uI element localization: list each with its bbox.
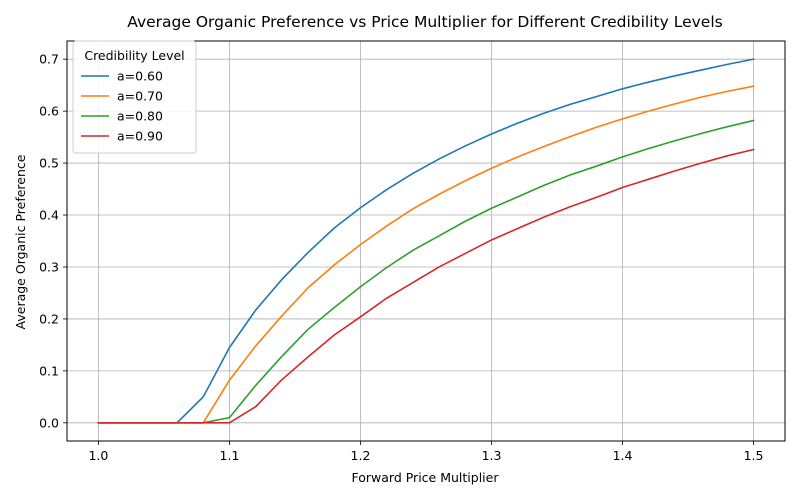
legend-items: a=0.60 a=0.70 a=0.80 a=0.90 (81, 69, 163, 144)
chart-title: Average Organic Preference vs Price Mult… (127, 13, 722, 31)
x-tick-label: 1.1 (220, 448, 240, 463)
x-axis-ticks: 1.0 1.1 1.2 1.3 1.4 1.5 (88, 441, 764, 463)
x-tick-label: 1.0 (88, 448, 108, 463)
legend-label: a=0.80 (117, 109, 163, 124)
x-axis-label: Forward Price Multiplier (352, 470, 500, 485)
y-tick-label: 0.1 (39, 363, 59, 378)
x-tick-label: 1.3 (482, 448, 502, 463)
x-tick-label: 1.4 (613, 448, 633, 463)
series-line-a=0.90 (97, 148, 755, 424)
y-tick-label: 0.2 (39, 311, 59, 326)
legend-box (72, 40, 197, 154)
grid (67, 41, 785, 441)
legend-label: a=0.60 (117, 69, 163, 84)
legend: Credibility Level a=0.60a=0.70a=0.80a=0.… (72, 40, 197, 154)
series-line-a=0.80 (97, 119, 755, 424)
legend-label: a=0.90 (117, 129, 163, 144)
y-tick-label: 0.7 (39, 52, 59, 67)
y-tick-label: 0.5 (39, 156, 59, 171)
y-axis-ticks: 0.0 0.1 0.2 0.3 0.4 0.5 0.6 0.7 (39, 52, 67, 430)
legend-title: Credibility Level (84, 48, 184, 63)
x-tick-label: 1.2 (351, 448, 371, 463)
y-tick-label: 0.3 (39, 259, 59, 274)
y-tick-label: 0.6 (39, 104, 59, 119)
legend-label: a=0.70 (117, 89, 163, 104)
y-tick-label: 0.0 (39, 415, 59, 430)
plot-frame (66, 40, 786, 442)
y-tick-label: 0.4 (39, 208, 59, 223)
y-axis-label: Average Organic Preference (13, 154, 28, 329)
series-line-a=0.60 (97, 58, 755, 424)
series-line-a=0.70 (97, 85, 755, 424)
series-lines (97, 58, 755, 424)
x-tick-label: 1.5 (744, 448, 764, 463)
